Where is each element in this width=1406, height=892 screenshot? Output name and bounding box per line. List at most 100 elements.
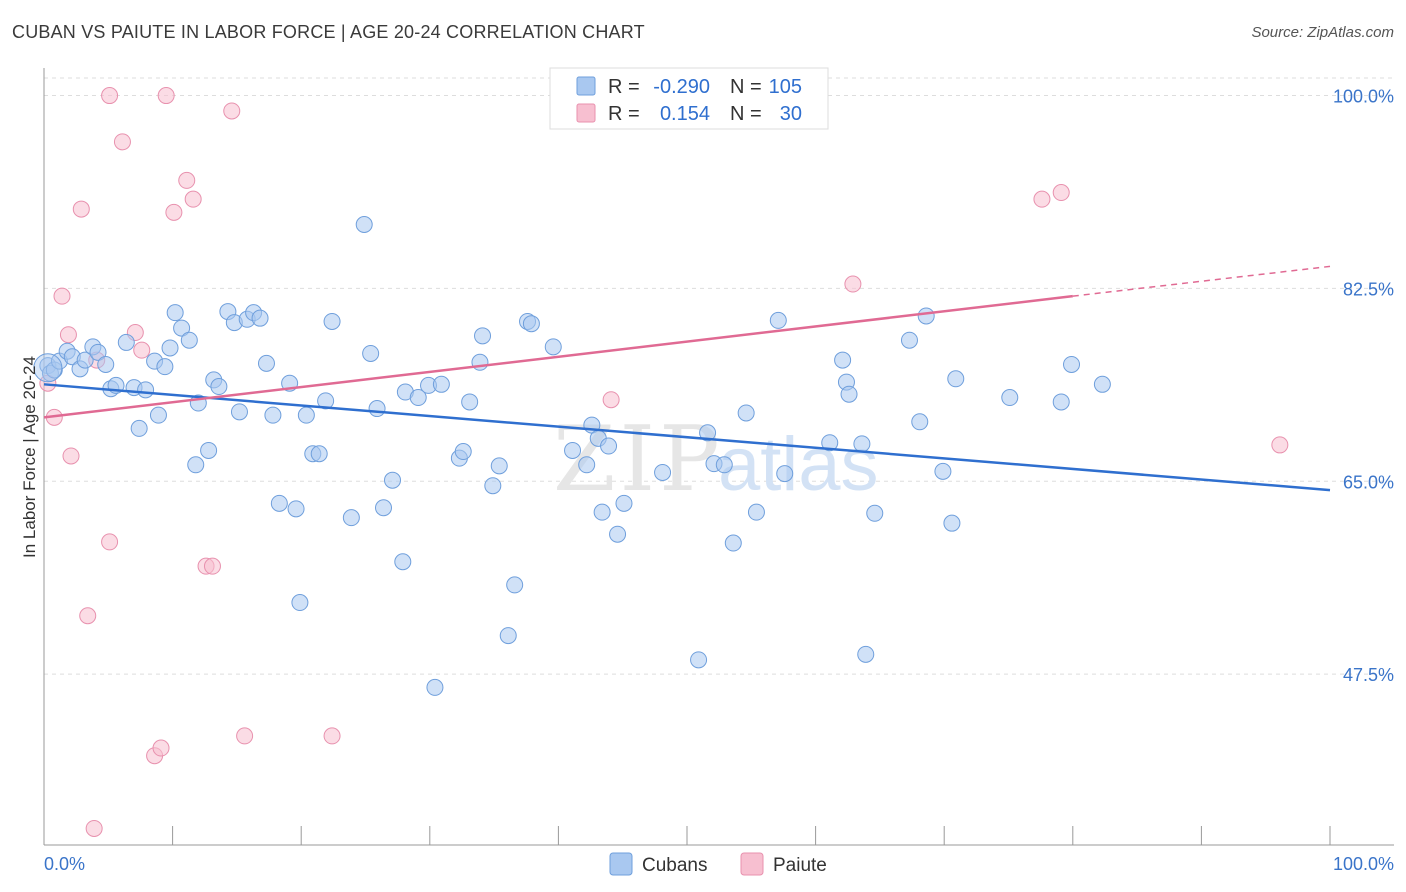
cubans-point bbox=[715, 456, 733, 474]
bottom-legend-label-paiute: Paiute bbox=[773, 855, 827, 876]
cubans-points bbox=[33, 216, 1111, 696]
x-tick-label-min: 0.0% bbox=[44, 854, 85, 874]
bottom-legend-label-cubans: Cubans bbox=[642, 855, 708, 876]
x-tick-label-max: 100.0% bbox=[1333, 854, 1394, 874]
cubans-point bbox=[564, 441, 582, 459]
cubans-point bbox=[506, 576, 524, 594]
cubans-point bbox=[544, 338, 562, 356]
y-tick-label: 65.0% bbox=[1343, 472, 1394, 492]
source-note: Source: ZipAtlas.com bbox=[1251, 24, 1394, 41]
cubans-point bbox=[230, 403, 248, 421]
cubans-point bbox=[310, 445, 328, 463]
cubans-point bbox=[776, 465, 794, 483]
bottom-legend: Cubans Paiute bbox=[609, 852, 827, 876]
axes bbox=[43, 68, 1394, 846]
cubans-point bbox=[917, 307, 935, 325]
cubans-point bbox=[362, 344, 380, 362]
cubans-point bbox=[769, 311, 787, 329]
cubans-point bbox=[187, 456, 205, 474]
cubans-point bbox=[699, 424, 717, 442]
trend-lines bbox=[43, 265, 1331, 492]
legend-n-value-cubans: 105 bbox=[769, 76, 802, 98]
cubans-point bbox=[593, 503, 611, 521]
paiute-point bbox=[236, 727, 254, 745]
y-axis-title: In Labor Force | Age 20-24 bbox=[20, 356, 39, 558]
paiute-point bbox=[184, 190, 202, 208]
legend-frame bbox=[549, 67, 829, 130]
bottom-legend-swatch-paiute bbox=[740, 852, 764, 876]
cubans-point bbox=[426, 678, 444, 696]
bottom-legend-swatch-cubans bbox=[609, 852, 633, 876]
cubans-point bbox=[900, 331, 918, 349]
cubans-point bbox=[137, 381, 155, 399]
cubans-point bbox=[866, 504, 884, 522]
cubans-point bbox=[1001, 389, 1019, 407]
cubans-point bbox=[853, 435, 871, 453]
cubans-point bbox=[200, 441, 218, 459]
y-tick-label: 82.5% bbox=[1343, 279, 1394, 299]
legend-box: R = -0.290 N = 105 R = 0.154 N = 30 bbox=[549, 67, 829, 130]
paiute-point bbox=[101, 87, 119, 105]
cubans-point bbox=[834, 351, 852, 369]
cubans-point bbox=[342, 509, 360, 527]
paiute-point bbox=[53, 287, 71, 305]
paiute-point bbox=[1271, 436, 1289, 454]
cubans-point bbox=[1052, 393, 1070, 411]
cubans-point bbox=[264, 406, 282, 424]
cubans-point bbox=[690, 651, 708, 669]
paiute-trend-extension bbox=[1072, 265, 1331, 297]
cubans-point bbox=[409, 389, 427, 407]
cubans-point bbox=[490, 457, 508, 475]
cubans-point bbox=[934, 462, 952, 480]
cubans-point bbox=[522, 315, 540, 333]
cubans-point bbox=[355, 216, 373, 234]
cubans-point bbox=[375, 499, 393, 517]
cubans-point bbox=[1063, 355, 1081, 373]
cubans-point bbox=[117, 333, 135, 351]
legend-n-label-paiute: N = bbox=[730, 103, 762, 125]
cubans-point bbox=[947, 370, 965, 388]
cubans-point bbox=[210, 378, 228, 396]
cubans-point bbox=[474, 327, 492, 345]
paiute-point bbox=[133, 341, 151, 359]
paiute-point bbox=[59, 326, 77, 344]
legend-r-value-cubans: -0.290 bbox=[653, 76, 710, 98]
cubans-point bbox=[454, 443, 472, 461]
paiute-point bbox=[157, 87, 175, 105]
cubans-point bbox=[578, 456, 596, 474]
cubans-point bbox=[461, 393, 479, 411]
cubans-point bbox=[911, 413, 929, 431]
paiute-trend-line bbox=[43, 294, 1073, 419]
paiute-point bbox=[85, 819, 103, 837]
cubans-point bbox=[297, 406, 315, 424]
y-tick-label: 47.5% bbox=[1343, 665, 1394, 685]
cubans-point bbox=[76, 351, 94, 369]
cubans-point bbox=[609, 525, 627, 543]
cubans-point bbox=[840, 385, 858, 403]
cubans-point bbox=[257, 354, 275, 372]
cubans-point bbox=[156, 358, 174, 376]
legend-swatch-paiute bbox=[576, 103, 596, 123]
cubans-point bbox=[654, 463, 672, 481]
cubans-point bbox=[943, 514, 961, 532]
paiute-point bbox=[101, 533, 119, 551]
cubans-point bbox=[291, 594, 309, 612]
legend-n-value-paiute: 30 bbox=[780, 103, 802, 125]
cubans-trend-line bbox=[43, 383, 1331, 492]
cubans-point bbox=[180, 331, 198, 349]
cubans-point bbox=[394, 553, 412, 571]
paiute-point bbox=[62, 447, 80, 465]
cubans-point bbox=[287, 500, 305, 518]
paiute-point bbox=[165, 203, 183, 221]
y-tick-label: 100.0% bbox=[1333, 87, 1394, 107]
cubans-point bbox=[323, 312, 341, 330]
legend-r-label-cubans: R = bbox=[608, 76, 640, 98]
cubans-point bbox=[724, 534, 742, 552]
legend-r-value-paiute: 0.154 bbox=[660, 103, 710, 125]
paiute-point bbox=[113, 133, 131, 151]
paiute-point bbox=[1033, 190, 1051, 208]
paiute-point bbox=[323, 727, 341, 745]
paiute-point bbox=[844, 275, 862, 293]
paiute-point bbox=[602, 391, 620, 409]
